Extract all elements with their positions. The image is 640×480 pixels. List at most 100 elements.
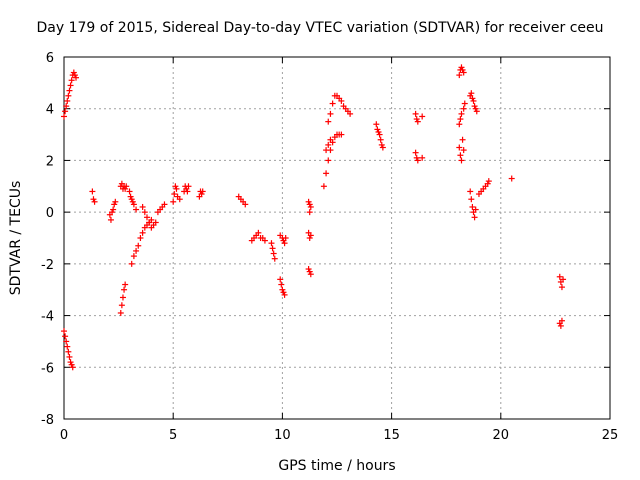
data-point	[456, 72, 463, 79]
data-point	[89, 188, 96, 195]
data-point	[472, 206, 479, 213]
data-point	[468, 196, 475, 203]
data-point	[112, 198, 119, 205]
data-point	[133, 206, 140, 213]
data-point	[329, 100, 336, 107]
data-point	[458, 157, 465, 164]
data-point	[170, 198, 177, 205]
data-point	[133, 247, 140, 254]
data-points	[61, 64, 567, 371]
data-point	[139, 229, 146, 236]
x-tick-label: 25	[602, 428, 619, 443]
data-point	[556, 273, 563, 280]
data-point	[338, 131, 345, 138]
data-point	[557, 322, 564, 329]
data-point	[255, 229, 262, 236]
data-point	[281, 291, 288, 298]
y-tick-label: -6	[41, 361, 54, 376]
data-point	[377, 136, 384, 143]
y-tick-label: 0	[46, 206, 54, 221]
x-axis-label: GPS time / hours	[278, 458, 395, 474]
data-point	[68, 77, 75, 84]
x-tick-label: 20	[493, 428, 510, 443]
data-point	[281, 240, 288, 247]
data-point	[325, 157, 332, 164]
y-tick-label: -4	[41, 310, 54, 325]
data-point	[130, 201, 137, 208]
y-axis-label: SDTVAR / TECUs	[8, 181, 24, 296]
data-point	[379, 144, 386, 151]
data-point	[473, 108, 480, 115]
data-point	[558, 284, 565, 291]
data-point	[121, 286, 128, 293]
data-point	[161, 201, 168, 208]
data-point	[176, 196, 183, 203]
data-point	[63, 338, 70, 345]
data-point	[457, 116, 464, 123]
data-point	[323, 170, 330, 177]
data-point	[307, 271, 314, 278]
data-point	[467, 188, 474, 195]
data-point	[460, 69, 467, 76]
data-point	[139, 203, 146, 210]
data-point	[327, 110, 334, 117]
data-point	[456, 144, 463, 151]
data-point	[270, 250, 277, 257]
data-point	[327, 136, 334, 143]
data-point	[560, 276, 567, 283]
data-point	[325, 118, 332, 125]
y-tick-labels: -8 -6 -4 -2 0 2 4 6	[41, 51, 54, 428]
data-point	[173, 185, 180, 192]
data-point	[460, 147, 467, 154]
data-point	[118, 302, 125, 309]
x-tick-labels: 0 5 10 15 20 25	[60, 428, 618, 443]
plot-frame	[63, 56, 611, 420]
data-point	[508, 175, 515, 182]
data-point	[414, 157, 421, 164]
data-point	[268, 240, 275, 247]
data-point	[61, 328, 67, 335]
data-point	[61, 113, 67, 120]
data-point	[73, 74, 80, 81]
y-tick-label: 4	[46, 103, 54, 118]
data-point	[471, 214, 478, 221]
data-point	[65, 348, 72, 355]
data-point	[199, 188, 206, 195]
x-tick-label: 15	[383, 428, 400, 443]
data-point	[278, 281, 285, 288]
data-point	[152, 219, 159, 226]
data-point	[269, 245, 276, 252]
y-tick-label: 6	[46, 51, 54, 66]
y-tick-label: -8	[41, 413, 54, 428]
data-point	[485, 178, 492, 185]
x-tick-label: 0	[60, 428, 68, 443]
data-point	[414, 118, 421, 125]
data-point	[338, 97, 345, 104]
data-point	[64, 97, 71, 104]
data-point	[323, 147, 330, 154]
data-point	[419, 154, 426, 161]
data-point	[325, 141, 332, 148]
data-point	[91, 198, 98, 205]
data-point	[65, 92, 72, 99]
data-point	[62, 108, 69, 115]
data-point	[457, 152, 464, 159]
data-point	[126, 188, 133, 195]
data-point	[171, 191, 178, 198]
data-point	[320, 183, 327, 190]
data-point	[141, 209, 148, 216]
data-point	[63, 103, 70, 110]
data-point	[62, 333, 69, 340]
data-point	[460, 105, 467, 112]
data-point	[271, 255, 278, 262]
data-point	[277, 276, 284, 283]
data-point	[468, 90, 475, 97]
data-point	[459, 136, 466, 143]
data-point	[469, 203, 476, 210]
data-point	[461, 100, 468, 107]
data-point	[117, 309, 124, 316]
data-point	[558, 317, 565, 324]
data-point	[64, 343, 71, 350]
chart-title: Day 179 of 2015, Sidereal Day-to-day VTE…	[36, 20, 603, 36]
data-point	[119, 294, 126, 301]
